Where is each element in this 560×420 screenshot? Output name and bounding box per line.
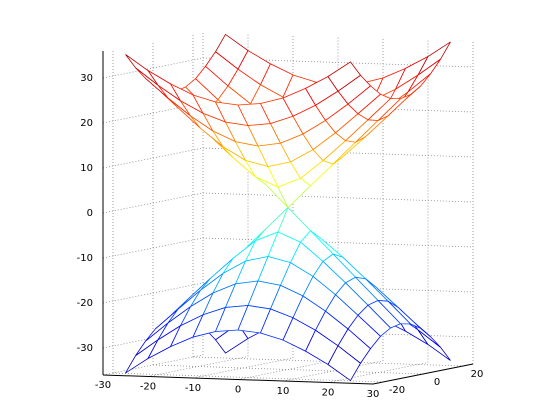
- mesh-cell: [417, 41, 451, 76]
- mesh-cell: [327, 345, 362, 382]
- grid-line: [152, 364, 424, 375]
- z-tick-label: 0: [87, 208, 93, 219]
- mesh-cell: [125, 54, 159, 86]
- x-tick-label: 10: [277, 386, 290, 397]
- x-axis: [102, 374, 374, 385]
- y-tick-label: 0: [434, 377, 440, 388]
- x-tick-label: -30: [95, 380, 111, 391]
- grid-line: [147, 356, 249, 377]
- y-axis: [372, 363, 474, 385]
- x-tick-label: -10: [185, 383, 201, 394]
- mesh-cell: [417, 329, 451, 361]
- y-tick-label: -20: [389, 385, 405, 396]
- x-tick-label: 20: [322, 388, 335, 399]
- y-tick-label: 20: [471, 369, 484, 380]
- z-tick-label: -30: [77, 343, 93, 354]
- z-tick-label: 30: [80, 73, 93, 84]
- grid-line: [102, 147, 204, 169]
- grid-line: [202, 192, 474, 203]
- grid-line: [102, 192, 204, 214]
- grid-line: [102, 282, 204, 304]
- z-tick-label: 20: [80, 118, 93, 129]
- grid-line: [102, 354, 204, 376]
- grid-line: [327, 362, 429, 383]
- grid-line: [192, 357, 294, 379]
- mesh-cell: [327, 61, 362, 92]
- grid-line: [102, 237, 204, 259]
- z-tick-label: -10: [77, 253, 93, 264]
- grid-line: [237, 359, 339, 380]
- mesh-cell: [125, 339, 159, 374]
- z-tick-label: -20: [77, 298, 93, 309]
- x-tick-label: 0: [235, 385, 241, 396]
- grid-line: [282, 360, 384, 382]
- x-tick-label: -20: [140, 382, 156, 393]
- grid-line: [202, 237, 474, 248]
- x-tick-label: 30: [367, 389, 380, 400]
- grid-line: [102, 57, 204, 79]
- z-tick-label: 10: [80, 163, 93, 174]
- grid-line: [112, 372, 384, 383]
